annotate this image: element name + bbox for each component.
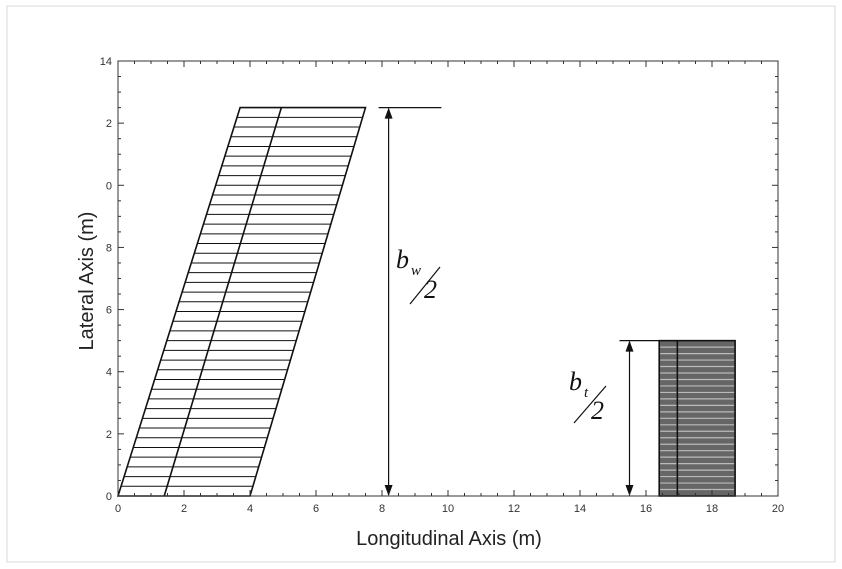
wing-mid-chord-line (163, 107, 283, 497)
y-tick-label: 4 (106, 367, 112, 379)
x-tick-label: 16 (640, 503, 652, 515)
y-tick-label: 0 (106, 180, 112, 192)
tail-label-b: b (569, 367, 582, 396)
tail-halfspan-arrowhead-bottom (625, 485, 634, 496)
tail-halfspan-label: b t 2 (569, 367, 607, 425)
y-axis-title: Lateral Axis (m) (76, 212, 98, 351)
x-tick-label: 6 (313, 503, 319, 515)
x-tick-label: 4 (247, 503, 253, 515)
x-tick-label: 20 (772, 503, 784, 515)
x-tick-label: 18 (706, 503, 718, 515)
wing-halfspan-arrowhead-top (384, 107, 393, 119)
y-tick-label: 2 (106, 118, 112, 130)
wing-label-b: b (396, 245, 409, 274)
y-tick-label: 2 (106, 429, 112, 441)
x-tick-label: 2 (181, 503, 187, 515)
tail-halfspan-arrowhead-top (625, 340, 634, 352)
y-tick-label: 6 (106, 305, 112, 317)
wing-halfspan-label: b w 2 (396, 245, 441, 305)
x-tick-label: 0 (115, 503, 121, 515)
wing-label-denominator: 2 (424, 275, 437, 304)
annotations (378, 107, 660, 496)
y-tick-label: 14 (100, 56, 112, 68)
axes (117, 60, 779, 497)
x-tick-label: 14 (574, 503, 586, 515)
wing-label-slash (409, 266, 441, 305)
wing-halfspan-arrowhead-bottom (384, 485, 393, 496)
y-tick-label: 8 (106, 242, 112, 254)
x-tick-labels: 0 2 4 6 8 10 12 14 16 18 20 (115, 503, 784, 515)
y-tick-label: 0 (106, 491, 112, 503)
y-tick-labels: 0 2 4 6 8 0 2 14 (100, 56, 112, 503)
tail-label-sub: t (584, 385, 589, 401)
x-tick-label: 10 (442, 503, 454, 515)
x-axis-title: Longitudinal Axis (m) (356, 528, 542, 550)
tail-label-denominator: 2 (591, 396, 604, 425)
tail-planform (658, 339, 736, 497)
x-tick-label: 12 (508, 503, 520, 515)
x-tick-label: 8 (379, 503, 385, 515)
figure-border (6, 5, 836, 563)
wing-label-sub: w (411, 263, 421, 279)
wing-planform (116, 106, 367, 497)
tail-label-slash (573, 385, 607, 424)
